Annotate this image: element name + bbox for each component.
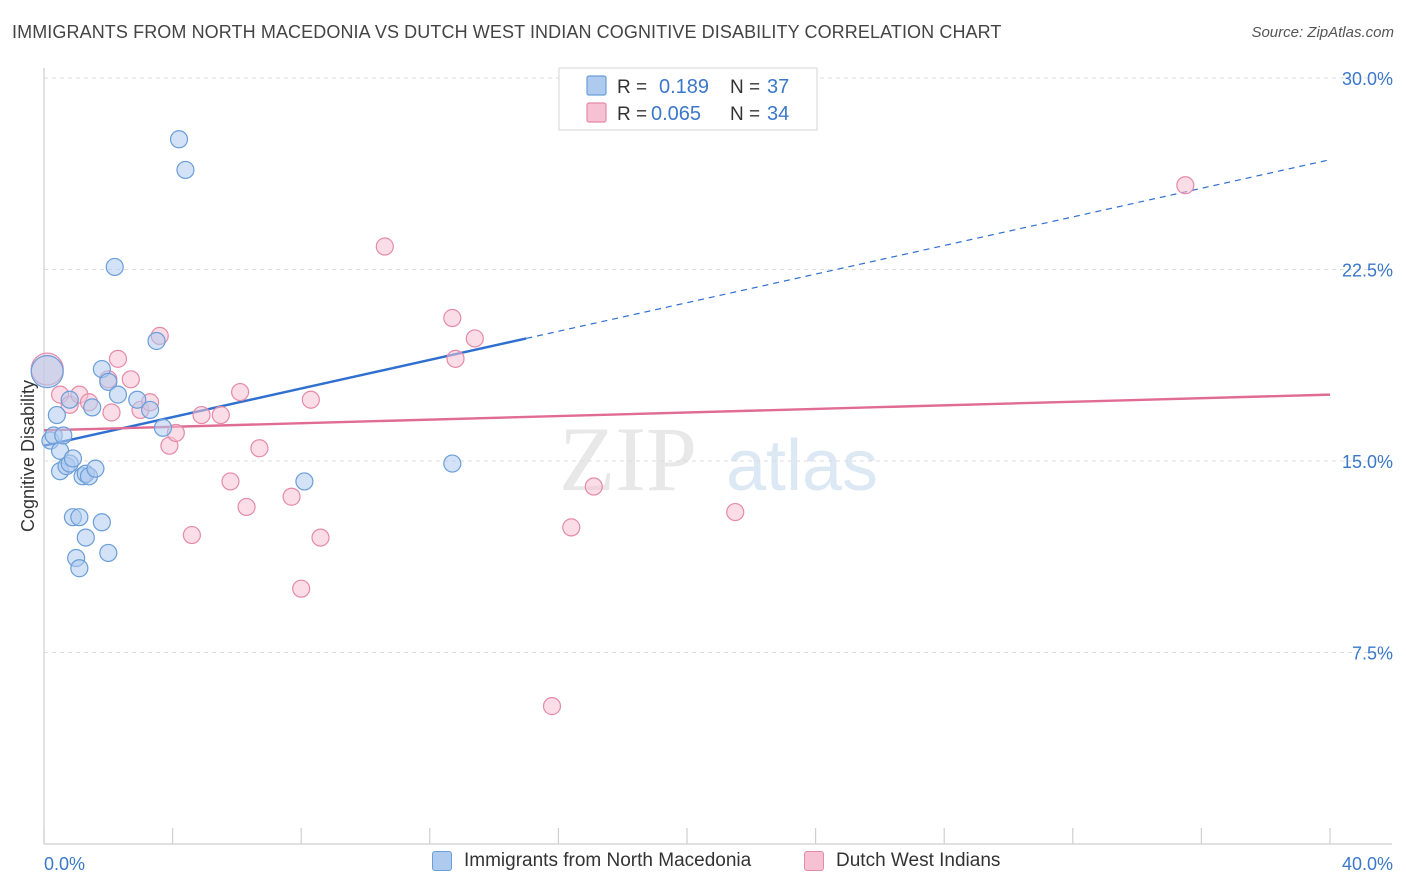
y-tick-label: 15.0% — [1342, 452, 1393, 472]
point-north-macedonia — [60, 390, 79, 409]
point-north-macedonia — [83, 398, 102, 417]
chart-title: IMMIGRANTS FROM NORTH MACEDONIA VS DUTCH… — [12, 22, 1002, 42]
point-north-macedonia — [76, 528, 95, 547]
legend-n-label-2: N = — [730, 104, 760, 125]
legend-n-label-1: N = — [730, 77, 760, 98]
data-points — [30, 130, 1195, 716]
gridlines — [44, 77, 1392, 653]
trendline-dutch-west-indians — [43, 393, 1331, 432]
point-dutch-west-indians — [221, 472, 240, 491]
legend-n-value-2: 34 — [767, 103, 789, 125]
watermark-atlas: atlas — [726, 426, 878, 506]
point-north-macedonia — [108, 385, 128, 404]
point-dutch-west-indians — [192, 405, 211, 425]
point-north-macedonia — [99, 543, 118, 563]
y-axis-label: Cognitive Disability — [18, 380, 38, 532]
point-dutch-west-indians — [301, 390, 320, 409]
point-north-macedonia — [105, 257, 124, 277]
point-dutch-west-indians — [443, 308, 462, 328]
point-north-macedonia — [295, 472, 314, 491]
point-dutch-west-indians — [465, 329, 484, 348]
legend-label-dutch-west-indians: Dutch West Indians — [836, 850, 1001, 871]
point-dutch-west-indians — [1176, 176, 1195, 195]
point-dutch-west-indians — [211, 405, 230, 425]
point-north-macedonia — [443, 454, 462, 473]
point-dutch-west-indians — [542, 697, 562, 716]
legend-r-value-2: 0.065 — [651, 103, 701, 125]
point-north-macedonia — [140, 400, 160, 420]
legend-box: R = 0.189 N = 37 R = 0.065 N = 34 — [558, 67, 818, 131]
point-dutch-west-indians — [311, 528, 330, 547]
legend-swatch-dutch-west-indians — [804, 851, 824, 871]
point-dutch-west-indians — [108, 349, 128, 368]
legend-n-value-1: 37 — [767, 76, 789, 98]
point-dutch-west-indians — [250, 439, 269, 458]
point-dutch-west-indians — [102, 403, 121, 422]
point-north-macedonia — [153, 418, 173, 437]
point-dutch-west-indians — [446, 349, 465, 368]
point-north-macedonia — [30, 355, 64, 389]
legend-label-north-macedonia: Immigrants from North Macedonia — [464, 850, 752, 871]
point-dutch-west-indians — [182, 525, 201, 545]
tick-labels: 7.5% 15.0% 22.5% 30.0% 0.0% 40.0% — [44, 69, 1393, 874]
y-tick-label: 30.0% — [1342, 69, 1393, 89]
trendline-north-macedonia-projection — [526, 159, 1331, 340]
y-tick-label: 7.5% — [1352, 644, 1393, 664]
legend-r-value-1: 0.189 — [659, 76, 709, 98]
point-north-macedonia — [99, 372, 118, 391]
source-label: Source: ZipAtlas.com — [1251, 24, 1394, 41]
point-north-macedonia — [176, 160, 195, 180]
point-dutch-west-indians — [121, 370, 140, 389]
point-dutch-west-indians — [231, 382, 250, 402]
point-dutch-west-indians — [726, 502, 745, 522]
point-north-macedonia — [63, 449, 83, 468]
point-dutch-west-indians — [237, 497, 256, 517]
y-tick-label: 22.5% — [1342, 261, 1393, 281]
point-north-macedonia — [70, 508, 89, 527]
legend-r-label-2: R = — [617, 104, 647, 125]
point-north-macedonia — [86, 459, 105, 478]
point-north-macedonia — [92, 513, 111, 532]
legend-swatch-north-macedonia — [432, 851, 452, 871]
legend-r-label-1: R = — [617, 77, 647, 98]
point-north-macedonia — [147, 331, 166, 351]
legend-swatch-pink — [586, 102, 607, 123]
x-tick-label: 40.0% — [1342, 854, 1393, 874]
legend-swatch-blue — [586, 75, 607, 96]
point-north-macedonia — [54, 426, 73, 445]
point-dutch-west-indians — [584, 477, 603, 496]
point-north-macedonia — [128, 390, 147, 409]
point-north-macedonia — [169, 130, 189, 149]
point-north-macedonia — [47, 405, 66, 425]
legend-item-north-macedonia: Immigrants from North Macedonia — [432, 850, 751, 872]
point-dutch-west-indians — [282, 487, 301, 506]
point-north-macedonia — [70, 559, 89, 578]
watermark-zip: ZIP — [559, 408, 697, 510]
axes — [43, 68, 1392, 845]
legend-item-dutch-west-indians: Dutch West Indians — [804, 850, 1000, 872]
point-dutch-west-indians — [292, 579, 311, 598]
point-dutch-west-indians — [375, 237, 394, 256]
trendlines — [43, 159, 1331, 447]
x-tick-label: 0.0% — [44, 854, 85, 874]
bottom-legend: Immigrants from North Macedonia Dutch We… — [0, 850, 1406, 880]
point-dutch-west-indians — [562, 518, 581, 537]
